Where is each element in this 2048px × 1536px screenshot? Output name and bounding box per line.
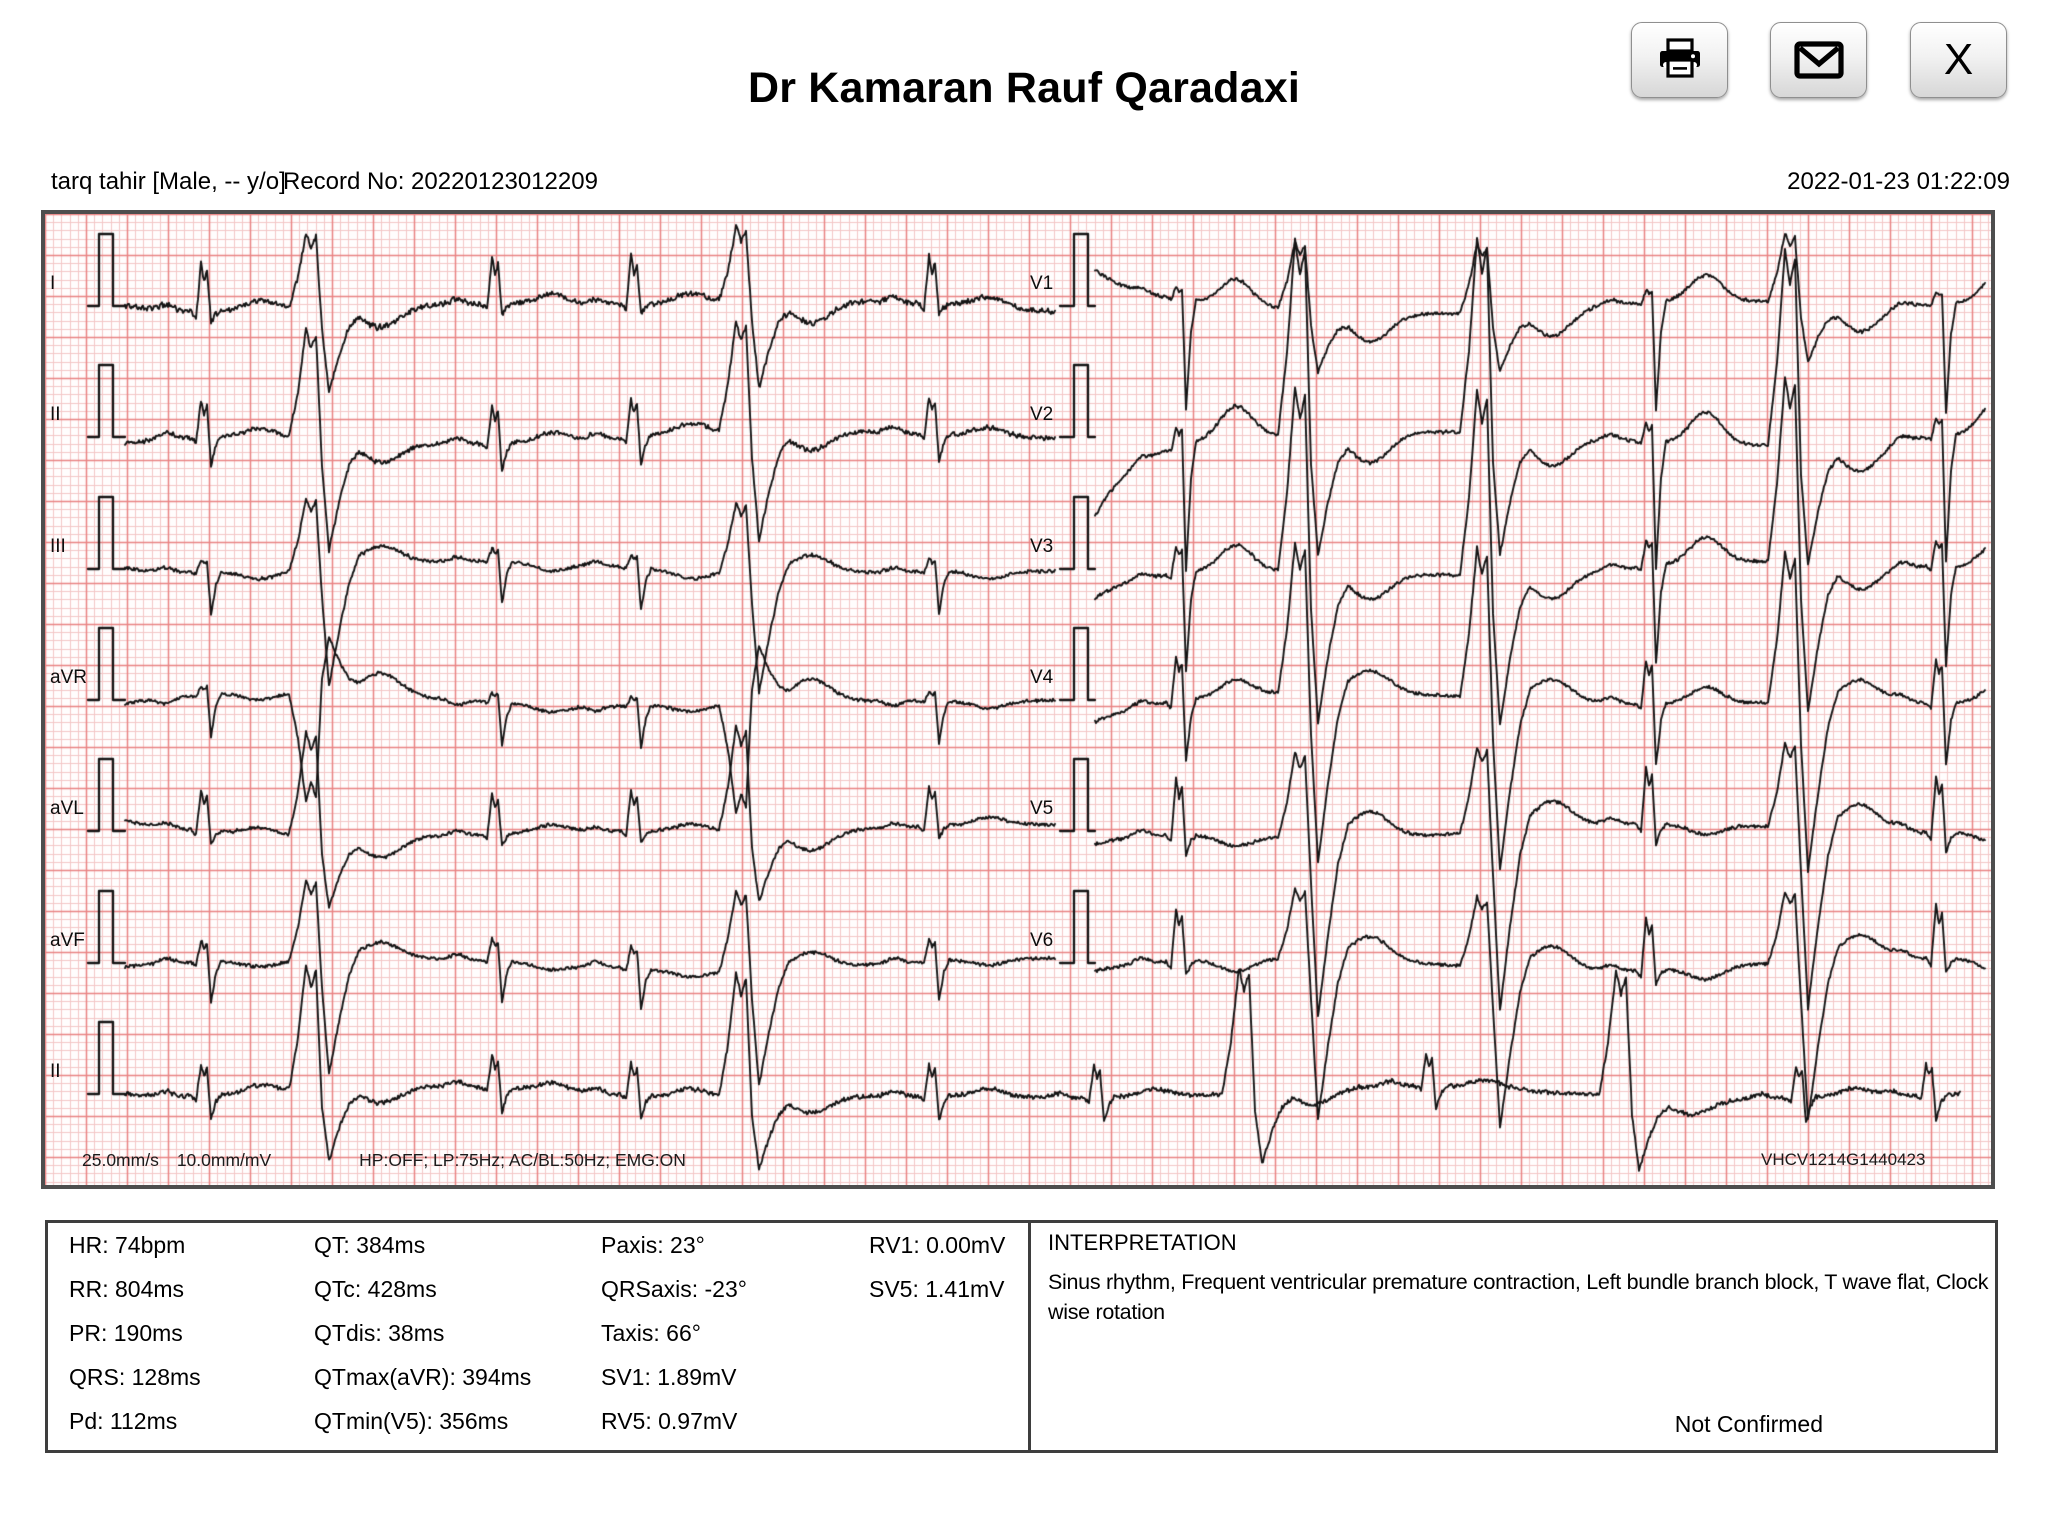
measurement-QTdis: QTdis: 38ms	[314, 1320, 445, 1346]
interpretation-text: Sinus rhythm, Frequent ventricular prema…	[1048, 1270, 1989, 1324]
lead-label-ii: II	[50, 1061, 61, 1082]
interpretation-heading: INTERPRETATION	[1048, 1230, 1237, 1255]
ecg-waveform-canvas	[45, 214, 1991, 1185]
record-datetime: 2022-01-23 01:22:09	[1787, 168, 2010, 195]
patient-info: tarq tahir [Male, -- y/o]	[51, 168, 286, 195]
device-serial: VHCV1214G1440423	[1761, 1150, 1926, 1169]
lead-label-avf: aVF	[50, 930, 85, 951]
lead-label-v3: V3	[1030, 536, 1054, 557]
measurement-QTmax(aVR): QTmax(aVR): 394ms	[314, 1364, 532, 1390]
ecg-chart-area: 25.0mm/s 10.0mm/mV HP:OFF; LP:75Hz; AC/BL:…	[41, 210, 1995, 1189]
measurement-QT: QT: 384ms	[314, 1232, 426, 1258]
interpretation-panel: INTERPRETATION Sinus rhythm, Frequent ve…	[1028, 1220, 1998, 1453]
lead-label-i: I	[50, 273, 56, 294]
lead-label-avl: aVL	[50, 798, 84, 819]
lead-label-ii: II	[50, 404, 61, 425]
lead-label-v2: V2	[1030, 404, 1054, 425]
paper-speed: 25.0mm/s	[82, 1150, 159, 1170]
lead-label-iii: III	[50, 536, 66, 557]
measurement-Paxis: Paxis: 23°	[601, 1232, 705, 1258]
measurement-PR: PR: 190ms	[69, 1320, 183, 1346]
page-title: Dr Kamaran Rauf Qaradaxi	[747, 64, 1301, 112]
measurement-QTmin(V5): QTmin(V5): 356ms	[314, 1408, 509, 1434]
measurement-QRS: QRS: 128ms	[69, 1364, 201, 1390]
measurement-HR: HR: 74bpm	[69, 1232, 186, 1258]
measurement-RV1: RV1: 0.00mV	[869, 1232, 1006, 1258]
filter-settings: HP:OFF; LP:75Hz; AC/BL:50Hz; EMG:ON	[359, 1150, 686, 1170]
lead-label-avr: aVR	[50, 667, 87, 688]
record-number: Record No: 20220123012209	[283, 168, 598, 195]
close-icon: X	[1943, 35, 1974, 84]
measurement-Taxis: Taxis: 66°	[601, 1320, 701, 1346]
lead-label-v6: V6	[1030, 930, 1054, 951]
measurement-RV5: RV5: 0.97mV	[601, 1408, 738, 1434]
lead-label-v5: V5	[1030, 798, 1054, 819]
envelope-icon	[1793, 41, 1844, 79]
email-button[interactable]	[1770, 22, 1867, 98]
print-button[interactable]	[1631, 22, 1728, 98]
measurement-SV1: SV1: 1.89mV	[601, 1364, 737, 1390]
close-button[interactable]: X	[1910, 22, 2007, 98]
measurement-SV5: SV5: 1.41mV	[869, 1276, 1005, 1302]
measurement-QRSaxis: QRSaxis: -23°	[601, 1276, 747, 1302]
printer-icon	[1659, 38, 1700, 78]
measurement-QTc: QTc: 428ms	[314, 1276, 437, 1302]
gain-setting: 10.0mm/mV	[176, 1150, 272, 1170]
lead-label-v1: V1	[1030, 273, 1054, 294]
ecg-settings-line: 25.0mm/s 10.0mm/mV HP:OFF; LP:75Hz; AC/BL:…	[82, 1150, 686, 1171]
lead-label-v4: V4	[1030, 667, 1054, 688]
measurement-RR: RR: 804ms	[69, 1276, 185, 1302]
measurement-Pd: Pd: 112ms	[69, 1408, 178, 1434]
confirmation-status: Not Confirmed	[1674, 1411, 1823, 1437]
measurements-panel: HR: 74bpm RR: 804ms PR: 190ms QRS: 128ms Pd:…	[45, 1220, 1031, 1453]
